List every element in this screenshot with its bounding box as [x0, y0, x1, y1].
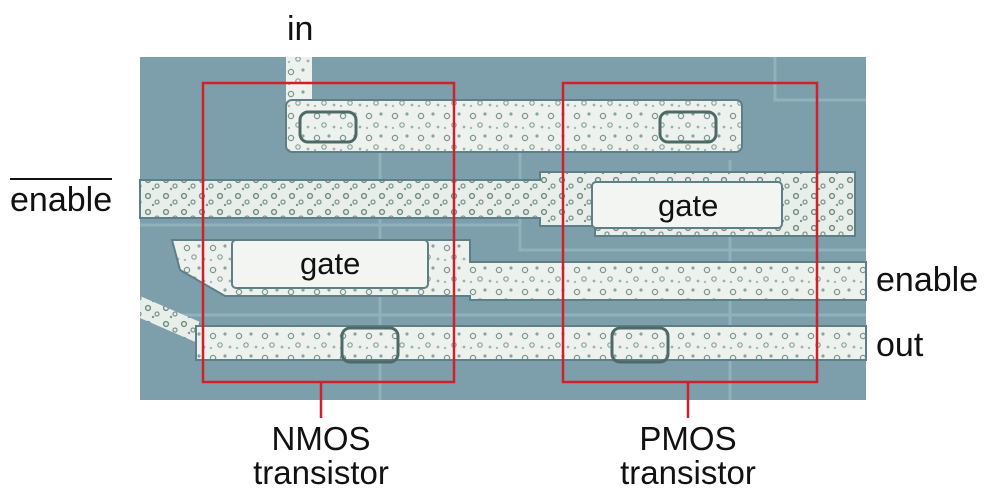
label-gate-nmos: gate [300, 246, 361, 281]
caption-pmos-line2: transistor [620, 454, 756, 491]
pmos-highlight-box [561, 81, 819, 384]
metal-diagonal-traces [140, 296, 200, 344]
caption-nmos: NMOS transistor [221, 422, 421, 490]
nmos-gate-region [231, 239, 429, 289]
label-gate-pmos: gate [658, 188, 719, 223]
contact-out-left [340, 326, 400, 364]
label-enable-bar: enable [10, 178, 113, 217]
caption-pmos-line1: PMOS [639, 420, 737, 457]
contact-top-left [298, 110, 358, 144]
label-out: out [876, 326, 924, 364]
contact-out-right [610, 326, 670, 364]
caption-nmos-line1: NMOS [271, 420, 371, 457]
nmos-highlight-box [201, 81, 456, 384]
contact-top-right [658, 110, 718, 144]
pmos-gate-region [591, 181, 783, 229]
metal-out-line [195, 325, 867, 361]
label-enable: enable [876, 261, 979, 299]
caption-nmos-line2: transistor [253, 454, 389, 491]
metal-top-bar [285, 99, 743, 153]
caption-pmos: PMOS transistor [588, 422, 788, 490]
label-in: in [287, 10, 314, 48]
